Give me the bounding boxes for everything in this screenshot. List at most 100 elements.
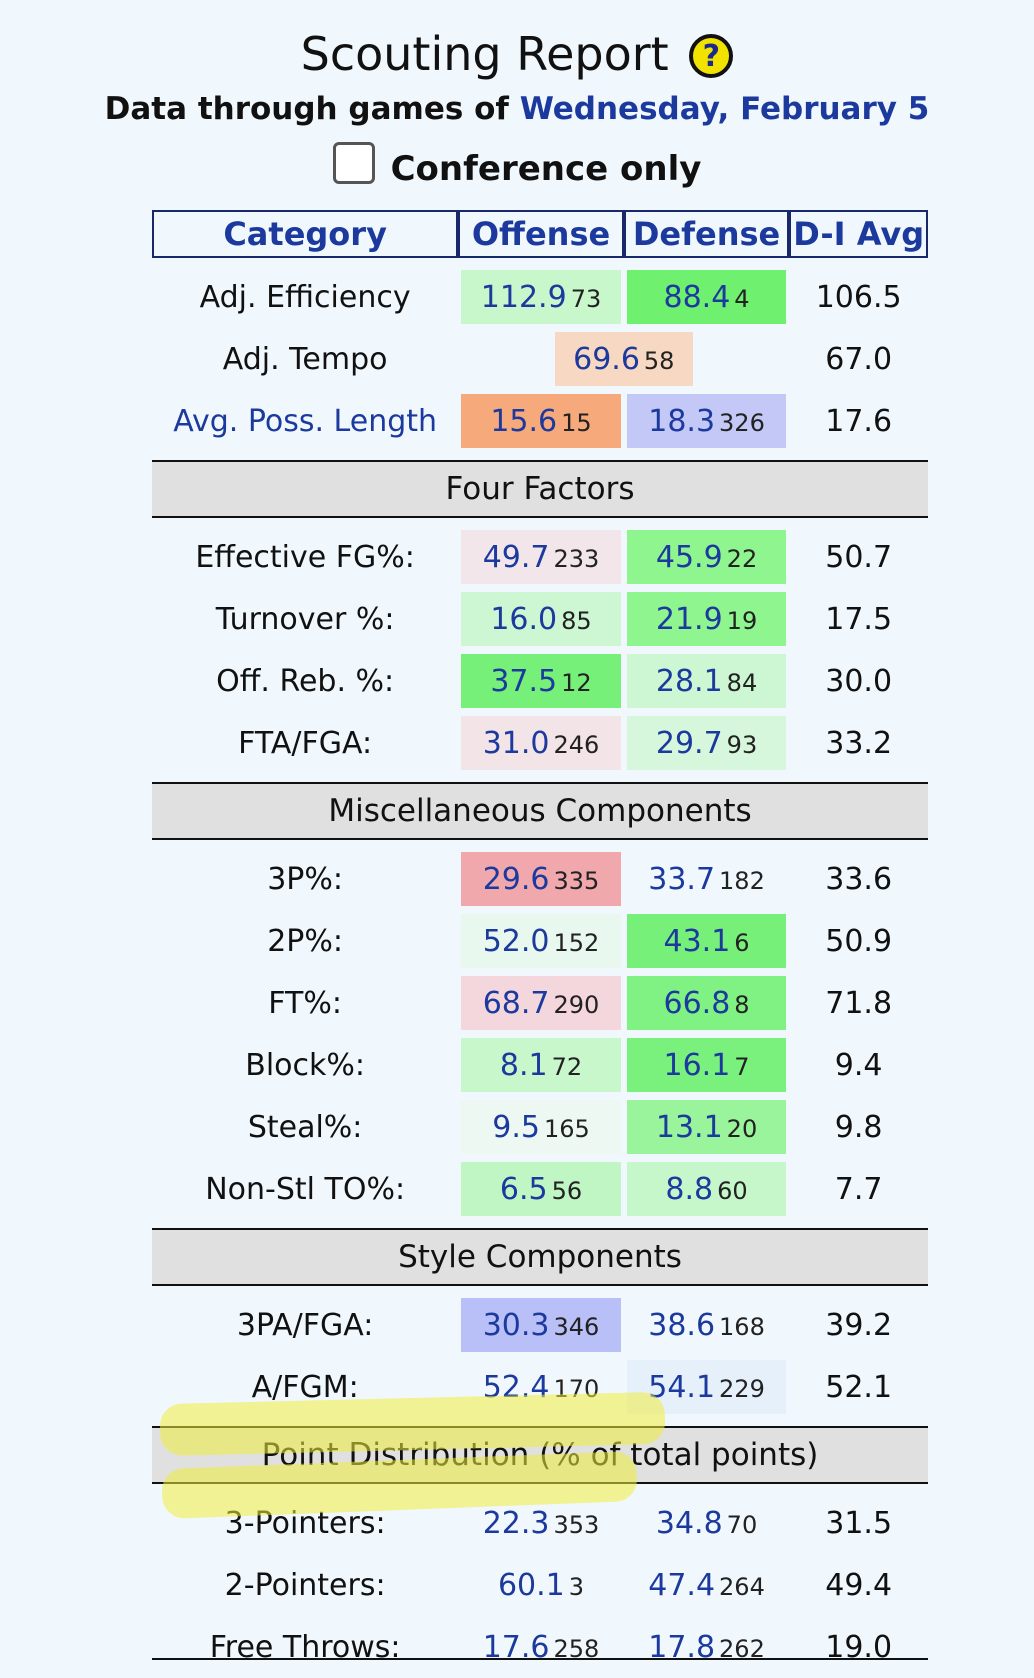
offense-stat-value[interactable]: 52.4 <box>482 1370 550 1405</box>
offense-stat-rank: 85 <box>561 607 592 635</box>
offense-stat-value[interactable]: 60.1 <box>497 1568 565 1603</box>
defense-stat-value[interactable]: 34.8 <box>655 1506 723 1541</box>
defense-stat-value[interactable]: 88.4 <box>663 280 731 315</box>
help-icon[interactable]: ? <box>689 34 734 78</box>
offense-stat-value[interactable]: 37.5 <box>490 664 558 699</box>
defense-stat-rank: 93 <box>726 731 758 759</box>
defense-cell: 43.1 6 <box>624 910 790 972</box>
offense-stat: 112.9 73 <box>461 270 621 324</box>
defense-stat: 33.7 182 <box>627 852 787 906</box>
offense-stat-value[interactable]: 15.6 <box>490 404 558 439</box>
offense-cell: 37.5 12 <box>458 650 624 712</box>
defense-stat-value[interactable]: 13.1 <box>655 1110 723 1145</box>
offense-stat-value[interactable]: 9.5 <box>492 1110 540 1145</box>
offense-stat: 31.0 246 <box>461 716 621 770</box>
offense-stat-value[interactable]: 30.3 <box>482 1308 550 1343</box>
defense-stat: 13.1 20 <box>626 1100 787 1154</box>
offense-cell: 49.7 233 <box>458 526 624 588</box>
offense-stat-value[interactable]: 112.9 <box>480 280 567 315</box>
offense-stat-value[interactable]: 68.7 <box>482 986 550 1021</box>
header-defense[interactable]: Defense <box>623 210 790 258</box>
defense-cell: 45.9 22 <box>624 526 790 588</box>
offense-stat: 6.5 56 <box>461 1162 621 1216</box>
row-label: 3PA/FGA: <box>236 1307 374 1343</box>
header-offense[interactable]: Offense <box>458 210 624 258</box>
defense-stat-rank: 229 <box>719 1375 765 1403</box>
offense-stat-rank: 15 <box>561 409 592 437</box>
row-label: Free Throws: <box>209 1629 401 1665</box>
table-row: Steal%: 9.5 165 13.1 20 9.8 <box>152 1096 928 1158</box>
defense-stat-value[interactable]: 38.6 <box>648 1308 716 1343</box>
defense-stat-value[interactable]: 33.7 <box>648 862 716 897</box>
table-row: Off. Reb. %: 37.5 12 28.1 84 30.0 <box>152 650 928 712</box>
row-label: A/FGM: <box>251 1369 359 1405</box>
defense-stat-value[interactable]: 28.1 <box>655 664 723 699</box>
offense-stat: 49.7 233 <box>461 530 621 584</box>
spacer-row <box>152 774 928 782</box>
offense-cell: 29.6 335 <box>458 848 624 910</box>
offense-stat-value[interactable]: 29.6 <box>482 862 550 897</box>
spacer-cell <box>152 1418 928 1426</box>
di-avg-cell: 50.7 <box>825 539 893 575</box>
offense-cell: 9.5 165 <box>458 1096 624 1158</box>
conference-only-toggle[interactable]: Conference only <box>0 142 1034 196</box>
defense-stat-value[interactable]: 47.4 <box>648 1568 716 1603</box>
offense-cell: 31.0 246 <box>458 712 624 774</box>
tempo-value-cell-value[interactable]: 69.6 <box>573 342 640 377</box>
defense-stat-value[interactable]: 16.1 <box>663 1048 731 1083</box>
row-label: Turnover %: <box>215 601 395 637</box>
header-category[interactable]: Category <box>152 210 459 258</box>
defense-stat-value[interactable]: 45.9 <box>655 540 723 575</box>
offense-cell: 60.1 3 <box>458 1554 624 1616</box>
table-row: FT%: 68.7 290 66.8 8 71.8 <box>152 972 928 1034</box>
offense-stat-value[interactable]: 6.5 <box>499 1172 548 1207</box>
row-label: 3P%: <box>267 861 344 897</box>
row-label[interactable]: Avg. Poss. Length <box>173 403 438 439</box>
offense-stat-value[interactable]: 22.3 <box>482 1506 550 1541</box>
page-title: Scouting Report ? <box>0 24 1034 84</box>
defense-stat: 21.9 19 <box>626 592 787 646</box>
defense-stat-value[interactable]: 66.8 <box>663 986 731 1021</box>
spacer-cell <box>152 518 928 526</box>
defense-stat-value[interactable]: 8.8 <box>665 1172 714 1207</box>
defense-stat-rank: 6 <box>734 929 750 957</box>
offense-stat-rank: 353 <box>553 1511 600 1539</box>
offense-stat-value[interactable]: 31.0 <box>482 726 550 761</box>
offense-stat-value[interactable]: 49.7 <box>482 540 550 575</box>
di-avg-cell: 50.9 <box>825 923 893 959</box>
di-avg-cell: 19.0 <box>825 1629 893 1665</box>
offense-stat-value[interactable]: 52.0 <box>482 924 550 959</box>
header-di-avg[interactable]: D-I Avg <box>789 210 928 258</box>
table-row: 2P%: 52.0 152 43.1 6 50.9 <box>152 910 928 972</box>
di-avg-cell: 33.2 <box>825 725 893 761</box>
table-row: 3-Pointers: 22.3 353 34.8 70 31.5 <box>152 1492 928 1554</box>
offense-stat-value[interactable]: 8.1 <box>499 1048 548 1083</box>
date-link[interactable]: Wednesday, February 5 <box>519 91 930 127</box>
offense-cell: 22.3 353 <box>458 1492 624 1554</box>
table-row: 2-Pointers: 60.1 3 47.4 264 49.4 <box>152 1554 928 1616</box>
defense-stat-value[interactable]: 43.1 <box>663 924 731 959</box>
table-header-row: Category Offense Defense D-I Avg <box>152 210 928 258</box>
defense-stat: 28.1 84 <box>626 654 787 708</box>
section-header: Miscellaneous Components <box>152 782 928 840</box>
defense-stat-rank: 20 <box>726 1115 758 1143</box>
offense-stat: 37.5 12 <box>461 654 621 708</box>
defense-stat-value[interactable]: 54.1 <box>648 1370 716 1405</box>
section-header: Four Factors <box>152 460 928 518</box>
di-avg-cell: 9.4 <box>834 1047 883 1083</box>
table-row: Non-Stl TO%: 6.5 56 8.8 60 7.7 <box>152 1158 928 1220</box>
section-title: Four Factors <box>152 460 928 518</box>
defense-stat-value[interactable]: 21.9 <box>655 602 723 637</box>
table-row: Effective FG%: 49.7 233 45.9 22 50.7 <box>152 526 928 588</box>
defense-stat-rank: 7 <box>734 1053 750 1081</box>
offense-stat-value[interactable]: 16.0 <box>490 602 558 637</box>
offense-stat-rank: 346 <box>553 1313 600 1341</box>
defense-stat-rank: 264 <box>719 1573 765 1601</box>
di-avg-cell: 31.5 <box>825 1505 893 1541</box>
table-row: Turnover %: 16.0 85 21.9 19 17.5 <box>152 588 928 650</box>
defense-cell: 34.8 70 <box>624 1492 790 1554</box>
defense-stat-value[interactable]: 18.3 <box>648 404 716 439</box>
conference-only-checkbox[interactable] <box>332 142 375 184</box>
defense-cell: 47.4 264 <box>624 1554 790 1616</box>
defense-stat-value[interactable]: 29.7 <box>655 726 723 761</box>
